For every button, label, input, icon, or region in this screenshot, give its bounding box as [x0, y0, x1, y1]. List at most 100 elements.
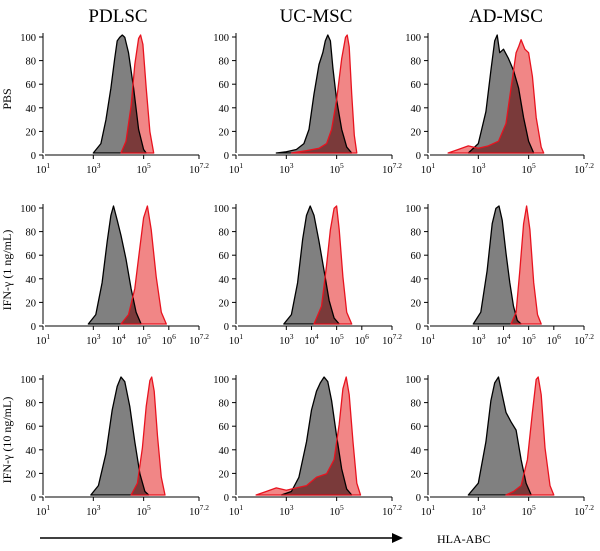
- y-tick-label: 80: [26, 57, 37, 68]
- y-tick-label: 80: [411, 399, 422, 410]
- control-histogram-fill: [88, 206, 142, 324]
- y-tick-label: 40: [219, 446, 230, 457]
- x-tick-label: 106: [162, 332, 177, 347]
- x-tick-label: 107.2: [189, 161, 209, 176]
- x-tick-label: 105: [137, 332, 152, 347]
- column-title-ad-msc: AD-MSC: [469, 6, 543, 27]
- y-tick-label: 20: [411, 127, 422, 138]
- x-tick-label: 107.2: [382, 161, 402, 176]
- column-title-uc-msc: UC-MSC: [280, 6, 353, 27]
- control-histogram-line: [283, 205, 340, 325]
- control-histogram-line: [275, 34, 353, 154]
- y-tick-label: 0: [31, 322, 36, 333]
- control-histogram-line: [467, 34, 535, 154]
- x-tick-label: 103: [279, 161, 294, 176]
- x-tick-label: 101: [36, 161, 51, 176]
- y-tick-label: 20: [26, 469, 37, 480]
- x-tick-label: 105: [137, 161, 152, 176]
- y-tick-label: 60: [219, 251, 230, 262]
- histogram-panel: 0 20 40 60 80 100 101 103 105 107.2: [20, 375, 209, 518]
- control-histogram-line: [280, 376, 353, 496]
- treated-histogram-fill: [511, 206, 542, 324]
- y-tick-label: 40: [26, 446, 37, 457]
- x-tick-label: 104: [304, 332, 319, 347]
- y-tick-label: 40: [411, 446, 422, 457]
- treated-histogram-line: [505, 376, 555, 496]
- x-tick-label: 101: [36, 332, 51, 347]
- y-tick-label: 100: [20, 204, 36, 215]
- y-tick-label: 40: [411, 275, 422, 286]
- x-tick-label: 103: [86, 161, 101, 176]
- y-tick-label: 80: [219, 228, 230, 239]
- control-histogram-line: [472, 205, 522, 325]
- x-tick-label: 101: [421, 161, 436, 176]
- treated-histogram-line: [120, 205, 167, 325]
- y-tick-label: 20: [219, 298, 230, 309]
- y-tick-label: 0: [224, 322, 229, 333]
- y-tick-label: 0: [224, 151, 229, 162]
- x-tick-label: 101: [421, 503, 436, 518]
- control-histogram-fill: [468, 377, 532, 495]
- control-histogram-line: [87, 205, 142, 325]
- y-tick-label: 20: [26, 298, 37, 309]
- x-tick-label: 103: [471, 161, 486, 176]
- y-tick-label: 80: [219, 57, 230, 68]
- y-tick-label: 80: [411, 57, 422, 68]
- row-label-ifn-1: IFN-γ (1 ng/mL): [0, 230, 14, 311]
- treated-histogram-fill: [131, 377, 165, 495]
- x-tick-label: 107.2: [189, 332, 209, 347]
- control-histogram-fill: [473, 206, 522, 324]
- control-histogram-line: [467, 376, 532, 496]
- y-tick-label: 60: [219, 80, 230, 91]
- y-tick-label: 80: [411, 228, 422, 239]
- histogram-panels: 0 20 40 60 80 100 101 103 105 107.2 0 20 40 60 80 100 10…: [20, 33, 594, 518]
- x-tick-label: 106: [355, 332, 370, 347]
- y-tick-label: 80: [26, 399, 37, 410]
- y-tick-label: 40: [219, 275, 230, 286]
- y-tick-label: 100: [20, 33, 36, 44]
- histogram-panel: 0 20 40 60 80 100 101 103 105 107.2: [405, 375, 594, 518]
- y-tick-label: 40: [26, 104, 37, 115]
- y-tick-label: 20: [411, 469, 422, 480]
- y-tick-label: 60: [26, 80, 37, 91]
- y-tick-label: 100: [405, 375, 421, 386]
- histogram-panel: 0 20 40 60 80 100 101 103 104 105 106 107.2: [213, 204, 402, 347]
- y-tick-label: 80: [26, 228, 37, 239]
- x-tick-label: 103: [86, 503, 101, 518]
- x-tick-label: 101: [36, 503, 51, 518]
- y-tick-label: 100: [405, 33, 421, 44]
- histogram-panel: 0 20 40 60 80 100 101 103 105 107.2: [405, 33, 594, 176]
- y-tick-label: 0: [416, 322, 421, 333]
- x-tick-label: 107.2: [574, 503, 594, 518]
- x-tick-label: 103: [471, 332, 486, 347]
- histogram-panel: 0 20 40 60 80 100 101 103 105 107.2: [213, 375, 402, 518]
- y-tick-label: 100: [213, 375, 229, 386]
- y-tick-label: 60: [26, 251, 37, 262]
- histogram-panel: 0 20 40 60 80 100 101 103 104 105 106 107.2: [20, 204, 209, 347]
- x-tick-label: 105: [522, 161, 537, 176]
- y-tick-label: 20: [411, 298, 422, 309]
- control-histogram-fill: [90, 377, 149, 495]
- treated-histogram-line: [255, 376, 362, 496]
- x-tick-label: 105: [330, 503, 345, 518]
- treated-histogram-line: [510, 205, 542, 325]
- y-tick-label: 40: [26, 275, 37, 286]
- histogram-panel: 0 20 40 60 80 100 101 103 104 105 106 107.2: [405, 204, 594, 347]
- x-tick-label: 104: [111, 332, 126, 347]
- y-tick-label: 0: [224, 493, 229, 504]
- y-tick-label: 100: [213, 33, 229, 44]
- y-tick-label: 100: [20, 375, 36, 386]
- treated-histogram-line: [313, 205, 353, 325]
- treated-histogram-line: [130, 376, 166, 496]
- treated-histogram-line: [120, 34, 155, 154]
- x-tick-label: 101: [421, 332, 436, 347]
- x-tick-label: 106: [547, 332, 562, 347]
- y-tick-label: 100: [405, 204, 421, 215]
- y-tick-label: 40: [219, 104, 230, 115]
- y-tick-label: 0: [31, 151, 36, 162]
- control-histogram-line: [92, 34, 147, 154]
- x-tick-label: 107.2: [382, 503, 402, 518]
- x-tick-label: 107.2: [574, 161, 594, 176]
- x-tick-label: 105: [330, 161, 345, 176]
- x-tick-label: 103: [279, 332, 294, 347]
